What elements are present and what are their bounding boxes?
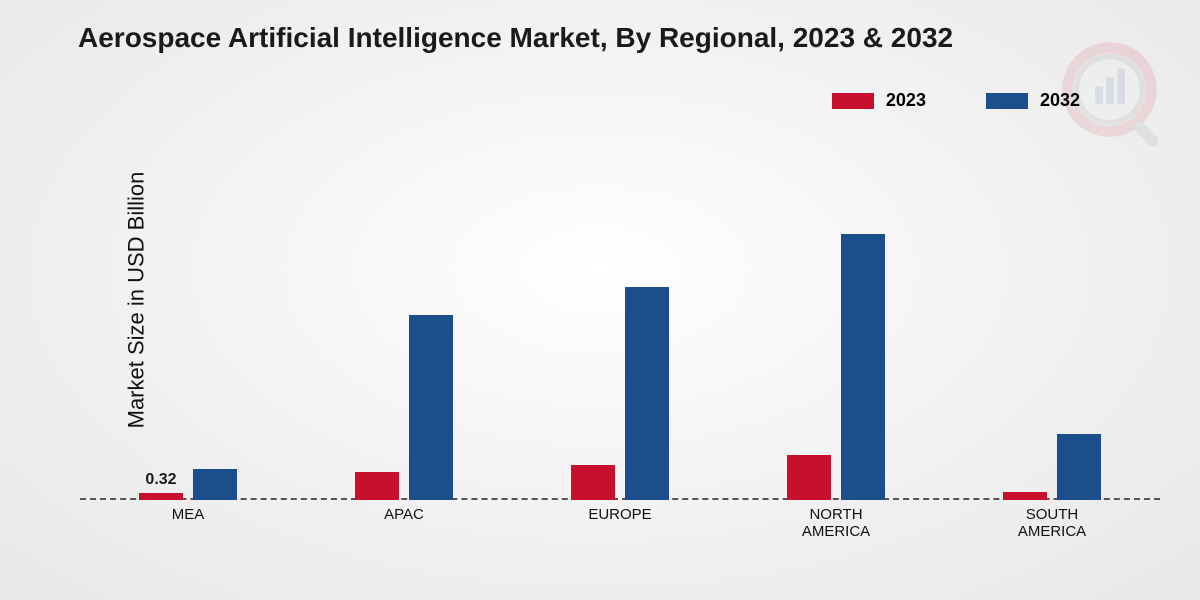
bar (571, 465, 615, 500)
bar-value-label: 0.32 (145, 471, 176, 489)
bar (193, 469, 237, 501)
bar-group: NORTH AMERICA (728, 150, 944, 500)
legend-item-2032: 2032 (986, 90, 1080, 111)
chart-title: Aerospace Artificial Intelligence Market… (78, 22, 953, 54)
bar-group: EUROPE (512, 150, 728, 500)
bar-group: 0.32MEA (80, 150, 296, 500)
category-label: EUROPE (588, 506, 651, 523)
legend-swatch-2032 (986, 93, 1028, 109)
category-label: NORTH AMERICA (802, 506, 870, 541)
legend-label-2032: 2032 (1040, 90, 1080, 111)
bar-groups: 0.32MEAAPACEUROPENORTH AMERICASOUTH AMER… (80, 150, 1160, 500)
bar (409, 315, 453, 501)
category-label: SOUTH AMERICA (1018, 506, 1086, 541)
category-label: APAC (384, 506, 424, 523)
bar (841, 234, 885, 500)
bar (139, 493, 183, 500)
legend-swatch-2023 (832, 93, 874, 109)
bar-group: APAC (296, 150, 512, 500)
legend-label-2023: 2023 (886, 90, 926, 111)
bar (355, 472, 399, 500)
bar (625, 287, 669, 501)
category-label: MEA (172, 506, 205, 523)
bar (1003, 492, 1047, 500)
bar (1057, 434, 1101, 501)
plot-area: 0.32MEAAPACEUROPENORTH AMERICASOUTH AMER… (80, 150, 1160, 540)
legend: 2023 2032 (832, 90, 1080, 111)
bar (787, 455, 831, 501)
chart-canvas: Aerospace Artificial Intelligence Market… (0, 0, 1200, 600)
legend-item-2023: 2023 (832, 90, 926, 111)
bar-group: SOUTH AMERICA (944, 150, 1160, 500)
